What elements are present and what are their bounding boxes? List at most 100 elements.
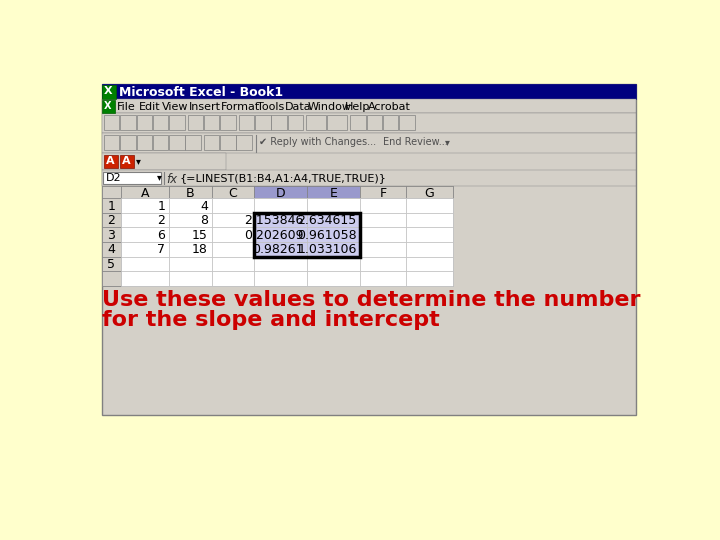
Bar xyxy=(254,213,360,256)
Bar xyxy=(366,115,382,130)
Bar xyxy=(307,271,360,286)
Text: Format: Format xyxy=(221,102,260,112)
Bar xyxy=(121,198,169,213)
Text: 7: 7 xyxy=(157,244,165,256)
Bar xyxy=(121,256,169,271)
Text: F: F xyxy=(379,187,387,200)
Text: 6: 6 xyxy=(157,229,165,242)
Bar xyxy=(102,186,121,198)
Bar xyxy=(212,242,254,256)
Bar xyxy=(121,186,169,198)
Text: 2: 2 xyxy=(157,214,165,227)
Text: 1: 1 xyxy=(157,200,165,213)
Bar xyxy=(360,198,406,213)
Bar xyxy=(137,135,152,150)
Bar xyxy=(169,186,212,198)
Text: Window: Window xyxy=(307,102,352,112)
Text: D: D xyxy=(276,187,285,200)
Text: Microsoft Excel - Book1: Microsoft Excel - Book1 xyxy=(119,86,283,99)
Bar xyxy=(254,186,307,198)
Bar xyxy=(406,186,453,198)
Bar xyxy=(307,242,360,256)
Text: 4: 4 xyxy=(200,200,208,213)
Bar xyxy=(307,198,360,213)
Bar xyxy=(406,256,453,271)
Text: E: E xyxy=(330,187,337,200)
Bar xyxy=(120,155,134,168)
Bar xyxy=(360,227,406,242)
Text: File: File xyxy=(117,102,136,112)
Bar xyxy=(406,242,453,256)
Text: C: C xyxy=(229,187,238,200)
Text: X: X xyxy=(104,85,112,96)
Bar xyxy=(188,115,203,130)
Bar xyxy=(102,186,453,286)
Bar xyxy=(104,115,120,130)
Text: 8: 8 xyxy=(200,214,208,227)
Bar xyxy=(102,99,636,113)
Bar xyxy=(360,213,406,227)
Bar xyxy=(254,227,307,242)
Bar xyxy=(153,115,168,130)
Bar xyxy=(104,155,118,168)
Text: 1: 1 xyxy=(107,200,115,213)
Text: 0.98261: 0.98261 xyxy=(253,244,304,256)
Text: ▾: ▾ xyxy=(136,157,140,166)
Bar xyxy=(351,115,366,130)
Text: 18: 18 xyxy=(192,244,208,256)
Bar xyxy=(137,115,152,130)
Text: 1.033106: 1.033106 xyxy=(297,244,356,256)
Bar xyxy=(254,242,307,256)
Text: G: G xyxy=(425,187,434,200)
Bar xyxy=(102,256,121,271)
Bar xyxy=(254,256,307,271)
Bar xyxy=(104,135,120,150)
Bar xyxy=(236,135,252,150)
Bar xyxy=(121,242,169,256)
Text: 2.153846: 2.153846 xyxy=(245,214,304,227)
Bar xyxy=(360,186,406,198)
Bar xyxy=(360,271,406,286)
Bar xyxy=(399,115,415,130)
Text: View: View xyxy=(162,102,189,112)
Text: Acrobat: Acrobat xyxy=(368,102,411,112)
Bar xyxy=(212,198,254,213)
Bar xyxy=(307,227,360,242)
Text: 5: 5 xyxy=(107,258,115,271)
Text: Data: Data xyxy=(284,102,311,112)
Bar xyxy=(102,113,636,133)
Text: D2: D2 xyxy=(106,173,121,183)
Text: Help: Help xyxy=(345,102,370,112)
Bar xyxy=(254,198,307,213)
Bar xyxy=(102,170,636,186)
Bar xyxy=(102,227,121,242)
Bar xyxy=(307,256,360,271)
Bar xyxy=(271,115,287,130)
Bar xyxy=(102,84,636,99)
Bar xyxy=(169,227,212,242)
Bar xyxy=(212,213,254,227)
Bar xyxy=(102,213,121,227)
Bar xyxy=(169,198,212,213)
Bar xyxy=(212,227,254,242)
Text: End Review...: End Review... xyxy=(383,137,448,147)
Text: Edit: Edit xyxy=(139,102,161,112)
Bar xyxy=(153,135,168,150)
Bar xyxy=(212,256,254,271)
Bar xyxy=(169,242,212,256)
Text: fx: fx xyxy=(166,173,177,186)
Text: ✔ Reply with Changes...: ✔ Reply with Changes... xyxy=(259,137,376,147)
Text: 3: 3 xyxy=(107,229,115,242)
Text: A: A xyxy=(106,156,114,166)
Bar xyxy=(204,115,220,130)
Bar xyxy=(239,115,254,130)
Bar xyxy=(102,271,121,286)
Bar xyxy=(406,198,453,213)
Bar xyxy=(169,256,212,271)
Bar xyxy=(212,186,254,198)
Bar xyxy=(121,271,169,286)
Bar xyxy=(102,198,121,213)
Bar xyxy=(204,135,220,150)
Text: A: A xyxy=(122,156,130,166)
Bar xyxy=(212,271,254,286)
